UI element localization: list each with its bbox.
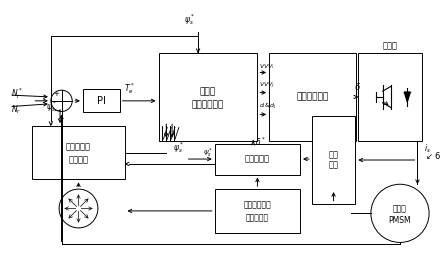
Text: +: + [54, 91, 60, 97]
Text: 代价函数: 代价函数 [69, 155, 89, 164]
Text: 双三相: 双三相 [393, 204, 407, 213]
Text: 定子磁链预测: 定子磁链预测 [244, 201, 271, 210]
Bar [215, 189, 300, 233]
Text: 两步最小化: 两步最小化 [66, 142, 91, 151]
Text: 负载角计算: 负载角计算 [245, 155, 270, 164]
Text: PMSM: PMSM [389, 216, 411, 225]
Bar [312, 116, 355, 204]
Text: $\psi_s^*$: $\psi_s^*$ [173, 140, 184, 155]
Text: 锯齿载波调制: 锯齿载波调制 [296, 92, 329, 101]
Text: −: − [53, 106, 60, 115]
Text: $\swarrow$6: $\swarrow$6 [424, 150, 441, 161]
Text: 多矢量: 多矢量 [200, 88, 216, 97]
Text: PI: PI [97, 96, 106, 106]
Text: $\psi_s^*$: $\psi_s^*$ [46, 99, 57, 114]
Bar [32, 126, 124, 179]
Text: 连续优化策略: 连续优化策略 [192, 100, 224, 109]
Text: $N_r^*$: $N_r^*$ [11, 86, 23, 101]
Text: $N_r$: $N_r$ [11, 103, 21, 116]
Text: $T_e^*$: $T_e^*$ [124, 81, 135, 96]
Text: $VVV_i$: $VVV_i$ [259, 62, 276, 71]
Text: 延时
补偿: 延时 补偿 [329, 150, 338, 170]
Bar [159, 53, 257, 141]
Text: 逆变器: 逆变器 [383, 41, 398, 50]
Text: 与转矩预测: 与转矩预测 [246, 213, 269, 222]
Polygon shape [404, 92, 410, 102]
Bar [83, 89, 120, 112]
Bar [215, 144, 300, 175]
Bar [269, 53, 356, 141]
Text: $i_s$: $i_s$ [424, 143, 431, 155]
Text: $d_i$&$d_j$: $d_i$&$d_j$ [259, 102, 277, 112]
Text: $\psi_s^*$: $\psi_s^*$ [184, 12, 195, 27]
Text: $\delta^*$: $\delta^*$ [255, 136, 266, 148]
Text: $\psi_s^*$: $\psi_s^*$ [202, 147, 213, 160]
Bar [358, 53, 422, 141]
Text: $VVV_j$: $VVV_j$ [259, 80, 276, 91]
Text: 6: 6 [355, 83, 360, 92]
